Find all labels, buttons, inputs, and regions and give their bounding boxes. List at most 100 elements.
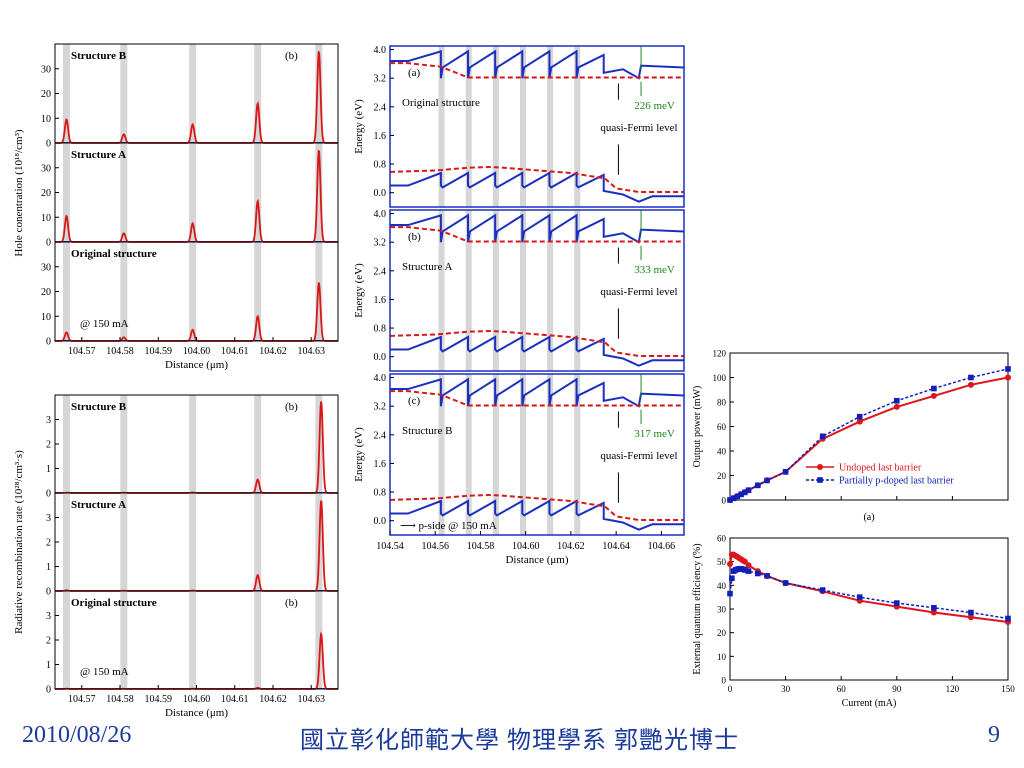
panel-note: @ 150 mA [80,318,129,330]
page-number: 9 [988,722,1000,748]
data-point [764,477,770,484]
data-point [819,433,826,440]
data-point [742,567,748,573]
data-point [1005,374,1011,381]
data-point [967,381,974,388]
y-tick-label: 2 [46,538,51,549]
barrier-band [574,374,581,535]
data-point [729,575,735,582]
x-axis-label: Distance (μm) [505,554,568,565]
y-axis-label: Energy (eV) [353,427,365,482]
x-tick-label: 104.60 [183,694,211,705]
well-band [315,591,323,689]
barrier-band [465,46,472,207]
x-tick-label: 60 [837,684,847,694]
data-point [755,482,761,489]
x-tick-label: 104.61 [221,694,249,705]
panel-name: Original structure [71,597,157,609]
y-tick-label: 20 [717,471,727,481]
barrier-band [547,374,554,535]
data-point [893,403,900,410]
panel-name: Original structure [71,248,157,260]
band-panel-frame [389,373,685,536]
well-band [189,395,197,493]
barrier-band [438,46,445,207]
panel-tag: (b) [408,231,421,243]
y-tick-label: 120 [713,349,727,359]
data-point [856,418,863,425]
data-point [894,600,900,606]
barrier-band [438,210,445,371]
y-tick-label: 3 [46,415,51,426]
x-tick-label: 104.59 [145,346,173,357]
x-tick-label: 104.62 [557,541,585,552]
electron-fermi-line [390,62,684,79]
x-tick-label: 104.64 [602,541,630,552]
output-power-figure: 0 20 40 60 80 100 120 Output power (mW) (a) Undop… [688,345,1018,530]
band-panel-0: 0.0 0.8 1.6 2.4 3.2 4.0 Energy (eV) (a) Original… [353,45,685,208]
band-offset-label: 317 meV [634,428,675,440]
well-band [120,44,128,143]
data-point [782,469,789,475]
y-tick-label: 1.6 [374,131,387,142]
data-point [727,561,733,568]
band-offset-label: 333 meV [634,264,675,276]
well-band [120,242,128,341]
y-tick-label: 3.2 [374,74,387,85]
barrier-band [547,210,554,371]
x-axis-label: Current (mA) [842,698,897,709]
y-tick-label: 50 [717,557,727,567]
barrier-band [438,374,445,535]
y-tick-label: 3.2 [374,402,387,413]
data-point [856,594,863,600]
series-line [55,50,338,144]
barrier-band [547,46,554,207]
valence-band-line [390,335,684,367]
x-tick-label: 104.63 [297,694,325,705]
electron-fermi-line [390,390,684,407]
panel-name: Structure B [71,401,127,413]
x-tick-label: 104.54 [376,541,404,552]
barrier-band [492,210,499,371]
y-axis-label: Radiative recombination rate (10²⁸/cm³·s… [13,450,25,634]
y-tick-label: 1 [46,660,51,671]
barrier-band [492,46,499,207]
bottom-note: ⟶ p-side @ 150 mA [400,520,497,532]
data-point [894,397,900,404]
y-tick-label: 0 [46,587,51,598]
fermi-level-label: quasi-Fermi level [600,286,677,298]
y-tick-label: 1.6 [374,459,387,470]
data-point [755,570,761,577]
y-tick-label: 1.6 [374,295,387,306]
y-tick-label: 2.4 [374,102,387,113]
y-tick-label: 0.0 [374,516,387,527]
y-tick-label: 20 [41,188,51,199]
well-band [189,143,197,242]
x-tick-label: 104.61 [221,346,249,357]
panel-2: 0 1 2 3 Original structure (b) @ 150 mA [46,590,339,696]
chart-tag: (a) [863,512,874,523]
barrier-band [465,374,472,535]
data-point [856,413,863,420]
hole-fermi-line [389,493,684,521]
y-tick-label: 0 [46,238,51,249]
y-tick-label: 0 [722,496,727,506]
y-tick-label: 80 [717,398,727,408]
panel-2: 0 10 20 30 Original structure @ 150 mA [41,241,339,348]
plot-frame [729,537,1009,681]
y-axis-label: Hole conentration (10¹⁸/cm³) [13,129,25,256]
well-band [62,591,70,689]
data-point [782,580,789,586]
barrier-band [519,374,526,535]
panel-name: Structure A [71,499,126,511]
x-tick-label: 104.60 [183,346,211,357]
y-tick-label: 10 [41,114,51,125]
y-tick-label: 3 [46,611,51,622]
panel-name: Original structure [402,97,480,109]
well-band [315,143,323,242]
y-tick-label: 20 [41,89,51,100]
well-band [189,242,197,341]
hole-fermi-line [389,329,684,357]
y-tick-label: 0 [722,676,727,686]
y-tick-label: 1 [46,562,51,573]
